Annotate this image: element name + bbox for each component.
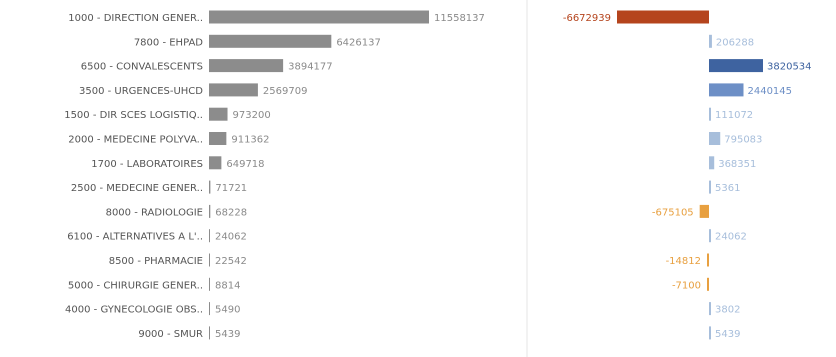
bar-row: 6100 - ALTERNATIVES A L'.. 24062 24062 <box>67 229 747 243</box>
bar-row: 2500 - MEDECINE GENER.. 71721 5361 <box>71 180 740 194</box>
category-label: 5000 - CHIRURGIE GENER.. <box>68 280 203 291</box>
bar-row: 3500 - URGENCES-UHCD 2569709 2440145 <box>79 83 792 97</box>
bar-row: 1000 - DIRECTION GENER.. 11558137 -6672939 <box>68 10 709 24</box>
left-value-label: 649718 <box>226 159 264 170</box>
left-bar <box>209 180 211 194</box>
category-label: 6100 - ALTERNATIVES A L'.. <box>67 232 203 243</box>
left-value-label: 911362 <box>231 135 269 146</box>
right-bar <box>707 277 709 291</box>
right-value-label: -6672939 <box>563 13 611 24</box>
right-value-label: 2440145 <box>747 86 792 97</box>
left-bar <box>209 83 258 97</box>
bar-row: 6500 - CONVALESCENTS 3894177 3820534 <box>81 59 812 73</box>
left-bar <box>209 229 210 243</box>
bar-row: 8000 - RADIOLOGIE 68228 -675105 <box>106 204 709 218</box>
right-bar <box>709 180 711 194</box>
category-label: 8500 - PHARMACIE <box>109 256 203 267</box>
bar-row: 8500 - PHARMACIE 22542 -14812 <box>109 253 709 267</box>
right-value-label: 111072 <box>715 110 753 121</box>
bar-row: 9000 - SMUR 5439 5439 <box>138 326 740 340</box>
left-value-label: 71721 <box>215 183 247 194</box>
right-bar <box>617 10 709 24</box>
right-bar <box>709 326 711 340</box>
left-bar <box>209 132 227 145</box>
category-label: 1500 - DIR SCES LOGISTIQ.. <box>64 110 203 121</box>
bar-row: 2000 - MEDECINE POLYVA.. 911362 795083 <box>68 132 762 146</box>
category-label: 1000 - DIRECTION GENER.. <box>68 13 203 24</box>
bar-row: 1700 - LABORATOIRES 649718 368351 <box>91 156 756 170</box>
right-bar <box>707 253 709 267</box>
left-bar <box>209 34 332 48</box>
right-value-label: 795083 <box>724 135 762 146</box>
left-value-label: 2569709 <box>263 86 308 97</box>
right-bar <box>709 132 721 145</box>
right-bar <box>709 107 711 121</box>
left-bar <box>209 302 210 316</box>
right-bar <box>709 34 712 48</box>
left-bar <box>209 59 284 73</box>
right-value-label: -7100 <box>672 280 701 291</box>
category-label: 8000 - RADIOLOGIE <box>106 207 203 218</box>
left-value-label: 3894177 <box>288 62 333 73</box>
right-value-label: 3802 <box>715 305 740 316</box>
chart-rows: 1000 - DIRECTION GENER.. 11558137 -6672939… <box>64 10 812 340</box>
right-value-label: 5361 <box>715 183 740 194</box>
right-bar <box>709 229 711 243</box>
left-bar <box>209 10 429 24</box>
left-value-label: 8814 <box>215 280 240 291</box>
left-value-label: 5439 <box>215 329 240 340</box>
left-bar <box>209 107 228 121</box>
right-value-label: -675105 <box>652 207 694 218</box>
category-label: 4000 - GYNECOLOGIE OBS.. <box>65 305 203 316</box>
right-value-label: 3820534 <box>767 62 812 73</box>
left-bar <box>209 253 210 267</box>
left-value-label: 68228 <box>215 207 247 218</box>
left-bar <box>209 204 211 218</box>
bar-row: 5000 - CHIRURGIE GENER.. 8814 -7100 <box>68 277 709 291</box>
category-label: 9000 - SMUR <box>138 329 203 340</box>
left-value-label: 973200 <box>233 110 271 121</box>
left-value-label: 6426137 <box>336 37 381 48</box>
right-value-label: 5439 <box>715 329 740 340</box>
bar-row: 7800 - EHPAD 6426137 206288 <box>134 34 754 48</box>
category-label: 1700 - LABORATOIRES <box>91 159 203 170</box>
category-label: 7800 - EHPAD <box>134 37 203 48</box>
right-bar <box>709 156 715 170</box>
right-bar <box>709 59 763 73</box>
left-bar <box>209 156 222 170</box>
bar-row: 1500 - DIR SCES LOGISTIQ.. 973200 111072 <box>64 107 753 121</box>
right-value-label: 368351 <box>718 159 756 170</box>
left-value-label: 5490 <box>215 305 240 316</box>
right-value-label: -14812 <box>666 256 701 267</box>
left-bar <box>209 326 210 340</box>
right-value-label: 24062 <box>715 232 747 243</box>
right-bar <box>709 302 711 316</box>
left-value-label: 24062 <box>215 232 247 243</box>
right-value-label: 206288 <box>716 37 754 48</box>
category-label: 3500 - URGENCES-UHCD <box>79 86 203 97</box>
left-value-label: 22542 <box>215 256 247 267</box>
right-bar <box>709 83 744 97</box>
right-bar <box>699 204 709 218</box>
category-label: 2000 - MEDECINE POLYVA.. <box>68 135 203 146</box>
left-bar <box>209 277 210 291</box>
bar-row: 4000 - GYNECOLOGIE OBS.. 5490 3802 <box>65 302 740 316</box>
category-label: 6500 - CONVALESCENTS <box>81 62 203 73</box>
left-value-label: 11558137 <box>434 13 485 24</box>
category-label: 2500 - MEDECINE GENER.. <box>71 183 203 194</box>
